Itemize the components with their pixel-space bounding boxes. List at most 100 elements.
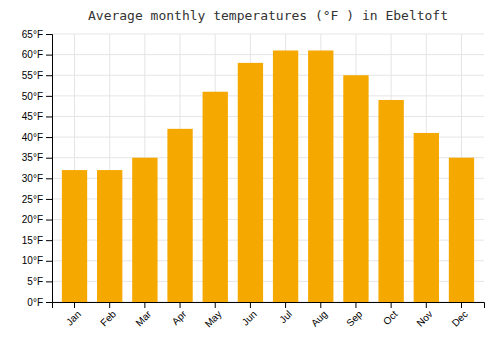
bar (203, 92, 228, 302)
y-tick: 35°F (22, 152, 52, 163)
x-tick-mark (144, 302, 145, 308)
y-tick-mark (46, 116, 52, 117)
y-tick: 30°F (22, 173, 52, 184)
y-tick: 50°F (22, 91, 52, 102)
y-tick-label: 25°F (22, 194, 43, 205)
x-axis-line (53, 303, 485, 309)
y-tick: 5°F (27, 276, 52, 287)
bar (238, 63, 263, 302)
y-tick: 45°F (22, 111, 52, 122)
y-tick-label: 0°F (27, 297, 43, 308)
x-tick: May (203, 302, 224, 330)
y-tick-label: 5°F (27, 276, 43, 287)
x-tick-mark (250, 302, 251, 308)
x-tick-label: Oct (381, 308, 400, 327)
x-tick-label: Feb (98, 308, 118, 328)
grid-line-y (52, 116, 484, 117)
x-tick: Sep (344, 302, 365, 329)
x-tick: Apr (170, 302, 189, 327)
y-tick-label: 10°F (22, 255, 43, 266)
bar (132, 158, 157, 302)
bar (449, 158, 474, 302)
y-tick-label: 15°F (22, 235, 43, 246)
y-tick-mark (46, 261, 52, 262)
y-tick-mark (46, 302, 52, 303)
y-tick-mark (46, 240, 52, 241)
bar (62, 170, 87, 302)
y-tick-label: 55°F (22, 70, 43, 81)
y-tick: 20°F (22, 214, 52, 225)
x-tick-label: May (203, 308, 224, 329)
x-tick-mark (461, 302, 462, 308)
x-tick: Nov (414, 302, 434, 329)
x-tick-mark (109, 302, 110, 308)
chart-svg: 0°F 5°F 10°F 15°F 20°F 25°F 30°F 35°F 40°F 45°F 50… (0, 0, 500, 350)
x-tick-mark (180, 302, 181, 308)
x-tick-mark (426, 302, 427, 308)
grid-line-y (52, 34, 484, 35)
y-tick-mark (46, 34, 52, 35)
y-tick: 0°F (27, 297, 52, 308)
y-tick-mark (46, 137, 52, 138)
x-tick-label: Mar (133, 308, 153, 328)
bar (167, 129, 192, 302)
x-tick-mark (285, 302, 286, 308)
y-tick-label: 50°F (22, 91, 43, 102)
y-tick-label: 30°F (22, 173, 43, 184)
grid-line-y (52, 95, 484, 96)
y-tick-label: 65°F (22, 29, 43, 40)
y-tick: 65°F (22, 29, 52, 40)
chart-title: Average monthly temperatures (°F ) in Eb… (88, 8, 448, 23)
chart-container: 0°F 5°F 10°F 15°F 20°F 25°F 30°F 35°F 40°F 45°F 50… (0, 0, 500, 350)
x-axis: Jan Feb Mar Apr May Jun Jul Aug Sep Oct Nov Dec (53, 302, 485, 330)
y-tick-mark (46, 55, 52, 56)
y-tick: 10°F (22, 255, 52, 266)
y-tick-mark (46, 281, 52, 282)
x-tick-label: Jun (240, 308, 259, 327)
x-tick: Dec (450, 302, 470, 329)
x-tick-mark (391, 302, 392, 308)
y-tick-mark (46, 220, 52, 221)
y-tick: 40°F (22, 132, 52, 143)
y-axis: 0°F 5°F 10°F 15°F 20°F 25°F 30°F 35°F 40°F 45°F 50… (22, 29, 53, 308)
bar (273, 50, 298, 302)
y-tick-label: 60°F (22, 49, 43, 60)
bar (343, 75, 368, 302)
x-tick-label: Nov (414, 308, 434, 328)
y-tick-mark (46, 158, 52, 159)
bar (308, 50, 333, 302)
x-tick-label: Jan (64, 308, 83, 327)
x-tick: Mar (133, 302, 153, 328)
x-tick-mark (320, 302, 321, 308)
y-tick-mark (46, 178, 52, 179)
plot-area (62, 50, 474, 302)
x-tick-mark (215, 302, 216, 308)
grid-line-y (52, 54, 484, 55)
x-tick-label: Dec (450, 308, 470, 328)
y-tick-label: 40°F (22, 132, 43, 143)
y-tick-label: 35°F (22, 152, 43, 163)
y-tick-mark (46, 96, 52, 97)
y-tick-mark (46, 199, 52, 200)
y-tick-label: 20°F (22, 214, 43, 225)
y-tick-mark (46, 75, 52, 76)
x-tick-label: Jul (277, 308, 294, 325)
x-tick-label: Aug (309, 308, 329, 328)
x-tick: Jun (240, 302, 259, 328)
bar (378, 100, 403, 302)
x-tick-label: Apr (170, 308, 189, 327)
y-tick-label: 45°F (22, 111, 43, 122)
x-tick: Jul (277, 302, 294, 325)
x-tick-mark (355, 302, 356, 308)
x-tick-mark (74, 302, 75, 308)
x-tick-label: Sep (344, 308, 365, 329)
x-tick: Aug (309, 302, 329, 329)
x-tick: Feb (98, 302, 118, 328)
grid-line-y (52, 75, 484, 76)
bar (97, 170, 122, 302)
grid (52, 34, 484, 302)
y-tick: 60°F (22, 49, 52, 60)
y-tick: 25°F (22, 194, 52, 205)
x-tick: Oct (381, 302, 400, 327)
bar (414, 133, 439, 302)
